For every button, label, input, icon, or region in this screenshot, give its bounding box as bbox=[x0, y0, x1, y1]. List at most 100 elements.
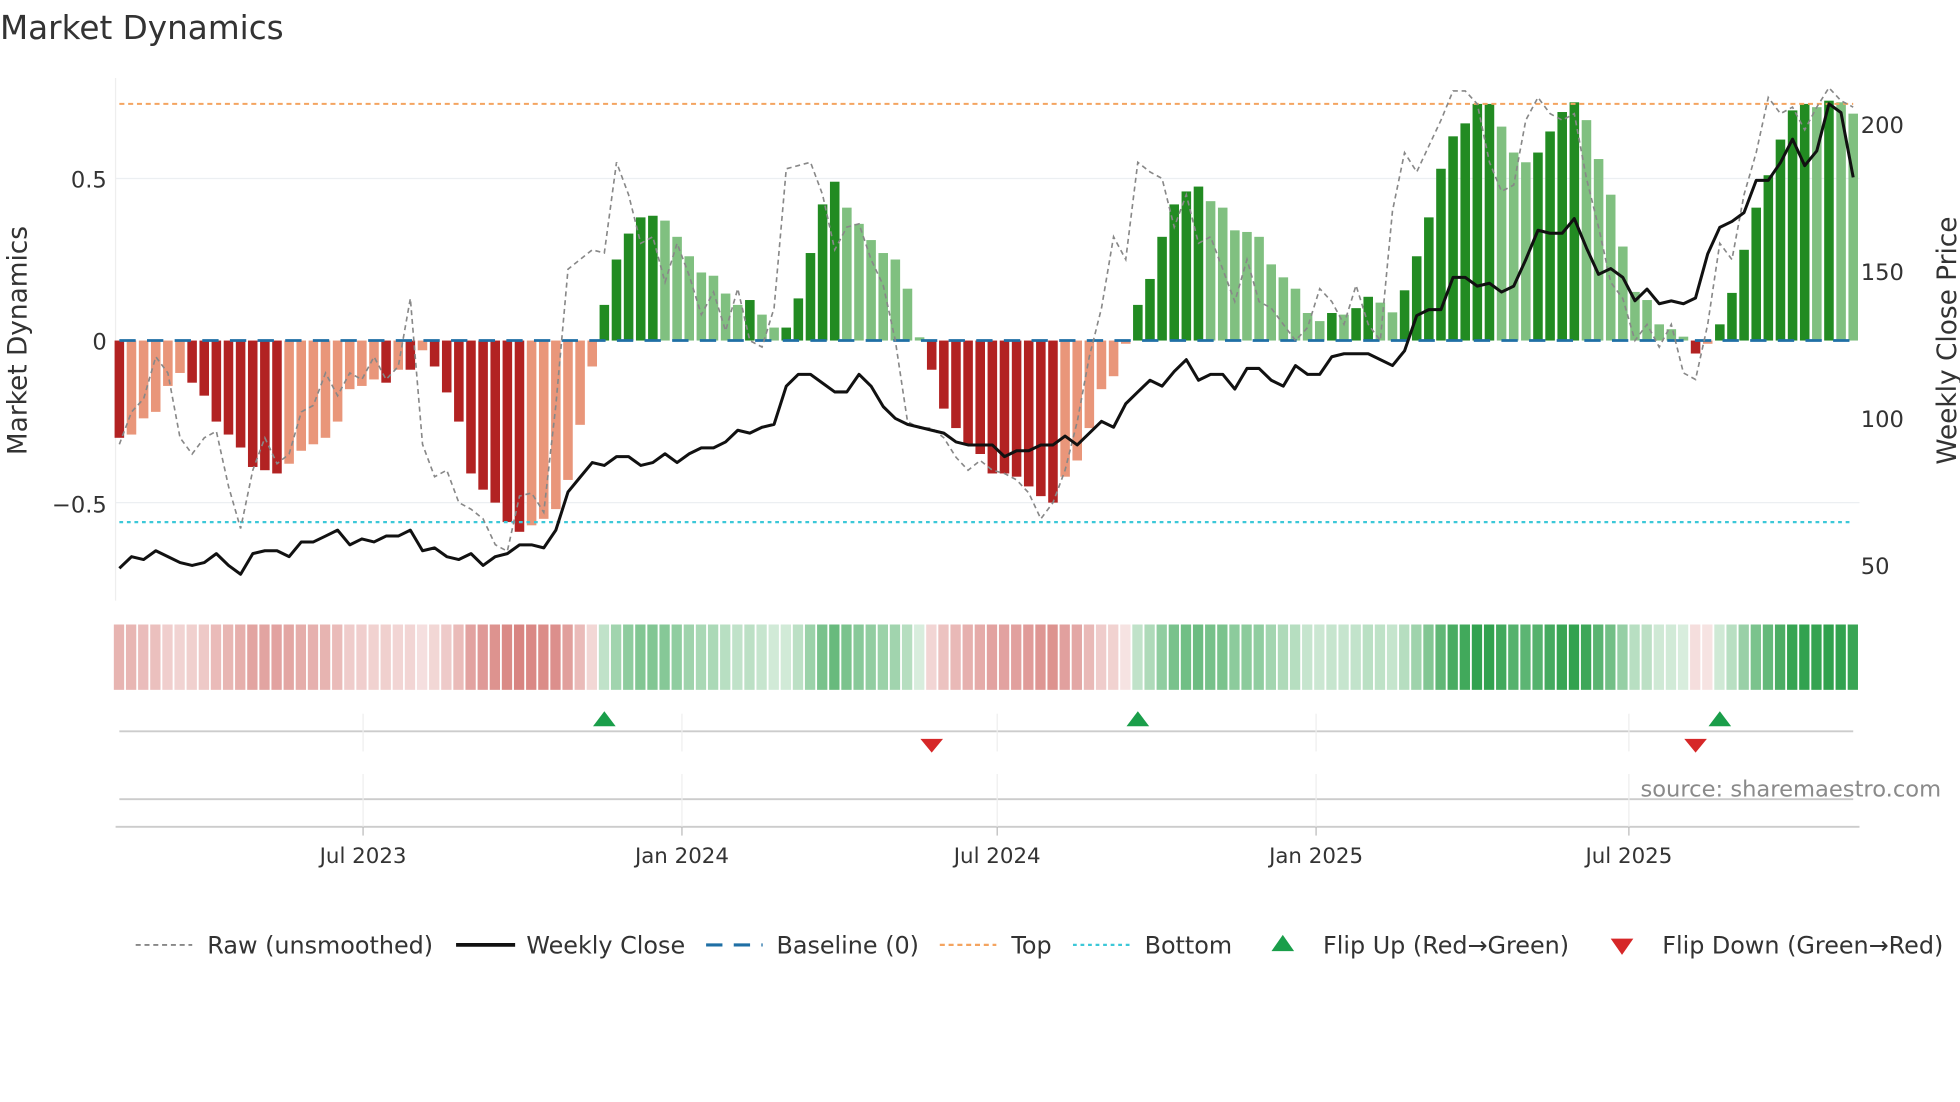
bar-negative bbox=[538, 340, 549, 519]
bar-negative bbox=[344, 340, 355, 390]
bar-negative bbox=[478, 340, 488, 490]
heat-strip-cell bbox=[162, 624, 173, 690]
bar-negative bbox=[987, 340, 998, 474]
bar-positive bbox=[1242, 231, 1252, 341]
flip-up-marker bbox=[593, 711, 616, 727]
bar-negative bbox=[1036, 340, 1046, 497]
bar-positive bbox=[902, 288, 913, 341]
heat-strip-cell bbox=[1217, 624, 1228, 690]
heat-strip-cell bbox=[1144, 624, 1155, 690]
heat-strip-cell bbox=[138, 624, 149, 690]
bar-positive bbox=[1593, 159, 1604, 341]
regime-heat-strip bbox=[113, 624, 1858, 690]
heat-strip-cell bbox=[538, 624, 549, 690]
heat-strip-cell bbox=[1556, 624, 1567, 690]
heat-strip-cell bbox=[974, 624, 985, 690]
bar-positive bbox=[866, 240, 876, 341]
bar-positive bbox=[1836, 102, 1846, 341]
heat-strip-cell bbox=[1120, 624, 1131, 690]
y-tick-label: 0.5 bbox=[71, 167, 107, 193]
bar-positive bbox=[1193, 186, 1204, 341]
weekly-close-line bbox=[118, 102, 1855, 576]
bar-negative bbox=[490, 340, 501, 503]
bar-positive bbox=[1642, 300, 1652, 341]
bar-positive bbox=[1230, 230, 1240, 341]
heat-strip-cell bbox=[1265, 624, 1276, 690]
bar-negative bbox=[975, 340, 985, 455]
y2-tick-label: 200 bbox=[1861, 113, 1904, 139]
bar-positive bbox=[1169, 204, 1179, 341]
heat-strip-cell bbox=[1738, 624, 1749, 690]
heat-strip-cell bbox=[416, 624, 428, 690]
bar-positive bbox=[769, 327, 779, 341]
bar-positive bbox=[648, 215, 658, 341]
bar-negative bbox=[284, 340, 294, 464]
heat-strip-cell bbox=[235, 624, 246, 690]
bar-negative bbox=[454, 340, 464, 422]
bar-positive bbox=[781, 327, 791, 341]
heat-strip-cell bbox=[635, 624, 646, 690]
bar-positive bbox=[672, 236, 682, 341]
y2-tick-label: 50 bbox=[1861, 554, 1890, 580]
heat-strip-cell bbox=[210, 624, 222, 690]
bar-positive bbox=[1484, 103, 1495, 341]
bar-positive bbox=[684, 256, 694, 341]
bar-positive bbox=[817, 204, 828, 341]
heat-strip-cell bbox=[1083, 624, 1095, 690]
bar-positive bbox=[1581, 120, 1592, 341]
heat-strip-cell bbox=[489, 624, 501, 690]
bar-negative bbox=[1702, 340, 1713, 344]
heat-strip-cell bbox=[1132, 624, 1143, 690]
bar-positive bbox=[1751, 207, 1761, 341]
bar-positive bbox=[878, 253, 888, 341]
gridlines bbox=[114, 77, 1860, 601]
heat-strip-cell bbox=[1459, 624, 1470, 690]
heat-strip-cell bbox=[1205, 624, 1216, 690]
bar-negative bbox=[296, 340, 307, 451]
bar-negative bbox=[417, 340, 428, 351]
heat-strip-cell bbox=[1253, 624, 1264, 690]
bar-positive bbox=[1460, 123, 1470, 341]
heat-strip-cell bbox=[829, 624, 840, 690]
bar-negative bbox=[187, 340, 197, 383]
x-tick-label: Jan 2025 bbox=[1267, 844, 1363, 869]
bar-negative bbox=[1096, 340, 1107, 390]
heat-strip-cell bbox=[780, 624, 791, 690]
heat-strip-cell bbox=[1071, 624, 1082, 690]
bar-positive bbox=[1508, 152, 1519, 341]
heat-strip-cell bbox=[1302, 624, 1313, 690]
heat-strip-cell bbox=[1229, 624, 1240, 690]
heat-strip-cell bbox=[332, 624, 343, 690]
heat-strip-cell bbox=[404, 624, 416, 690]
x-axis-ticks: Jul 2023 Jan 2024 Jul 2024 Jan 2025 Jul … bbox=[318, 844, 1673, 869]
source-watermark: source: sharemaestro.com bbox=[1640, 777, 1941, 803]
heat-strip-cell bbox=[1483, 624, 1495, 690]
heat-strip-cell bbox=[1580, 624, 1592, 690]
heat-strip-cell bbox=[150, 624, 161, 690]
bar-negative bbox=[357, 340, 367, 386]
y2-axis-label: Weekly Close Price bbox=[1933, 216, 1960, 464]
heat-strip-cell bbox=[222, 624, 234, 690]
bar-positive bbox=[1363, 296, 1373, 341]
raw-unsmoothed-line bbox=[118, 86, 1854, 553]
heat-strip-cell bbox=[1653, 624, 1664, 690]
bar-negative bbox=[320, 340, 331, 438]
bar-positive bbox=[1254, 236, 1264, 341]
heat-strip-cell bbox=[1508, 624, 1519, 690]
heat-strip-cell bbox=[307, 624, 319, 690]
bar-negative bbox=[393, 340, 404, 370]
heat-strip-cell bbox=[1714, 624, 1725, 690]
bar-negative bbox=[951, 340, 961, 429]
bar-positive bbox=[635, 217, 646, 341]
heat-strip-cell bbox=[1641, 624, 1652, 690]
x-tick-label: Jul 2025 bbox=[1583, 844, 1672, 869]
bar-negative bbox=[138, 340, 149, 419]
bar-positive bbox=[1739, 249, 1749, 341]
bar-positive bbox=[1678, 336, 1689, 341]
heat-strip-cell bbox=[1374, 624, 1386, 690]
heat-strip-cell bbox=[259, 624, 270, 690]
bar-positive bbox=[914, 337, 925, 341]
bar-positive bbox=[1472, 103, 1483, 341]
heat-strip-cell bbox=[792, 624, 804, 690]
